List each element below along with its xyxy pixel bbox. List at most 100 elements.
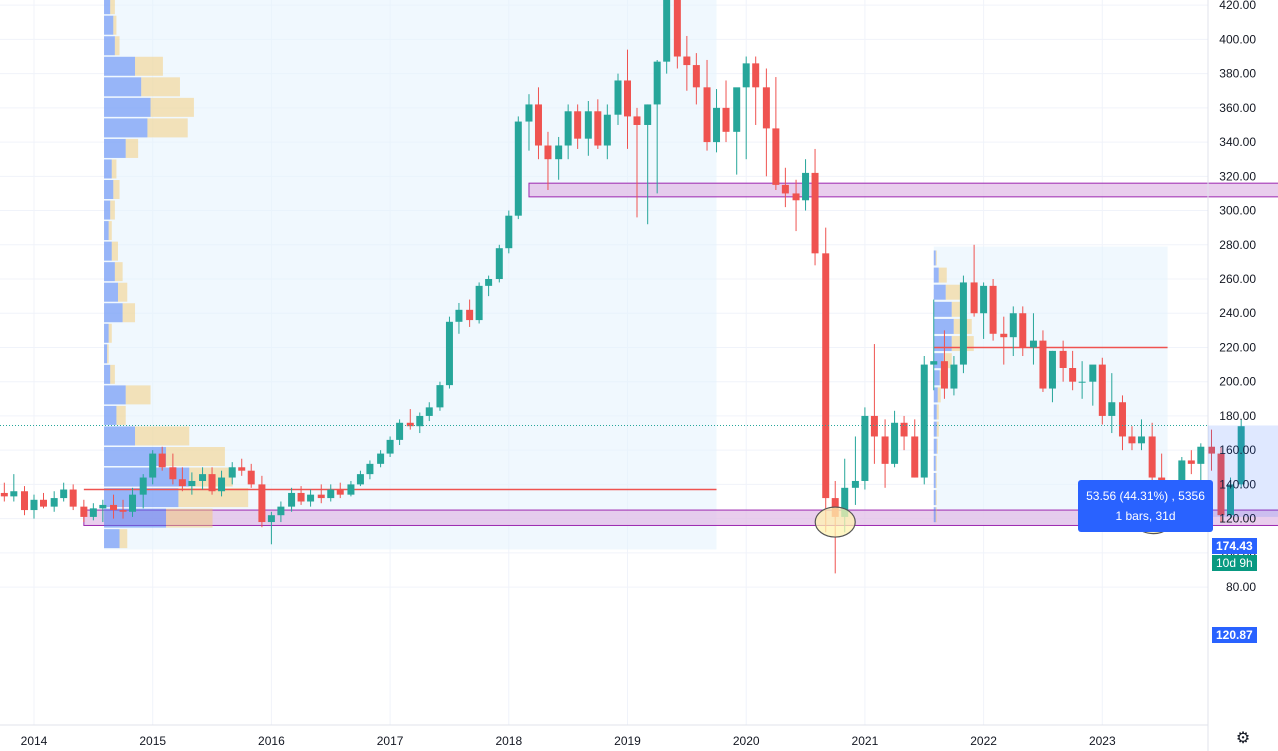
price-tick-label: 340.00 — [1219, 135, 1256, 149]
measure-bars-text: 1 bars, 31d — [1115, 509, 1176, 523]
candle-up — [288, 492, 296, 507]
volume-bar-up — [104, 508, 167, 528]
candle-down — [178, 479, 186, 487]
candle-up — [425, 407, 433, 416]
candle-up — [149, 453, 157, 478]
volume-bar-down — [935, 455, 937, 471]
candle-down — [1039, 340, 1047, 389]
candle-down — [692, 65, 700, 88]
time-axis[interactable]: 2014 2015 2016 2017 2018 2019 2020 2021 2022 2023 — [0, 724, 1278, 751]
candle-up — [396, 422, 404, 440]
volume-bar-up — [104, 0, 111, 15]
volume-profile-area — [104, 0, 717, 550]
volume-bar-up — [104, 56, 136, 76]
candle-down — [722, 107, 730, 132]
volume-bar-up — [933, 336, 952, 352]
candle-up — [841, 487, 849, 517]
time-tick-label: 2019 — [614, 734, 641, 748]
volume-bar-down — [114, 262, 123, 282]
volume-bar-up — [933, 370, 940, 386]
volume-bar-up — [933, 318, 954, 334]
volume-bar-up — [104, 241, 112, 261]
volume-bar-up — [104, 180, 114, 200]
volume-bar-up — [104, 138, 126, 158]
price-axis[interactable]: 80.00100.00120.00140.00160.00180.00200.0… — [1207, 0, 1278, 751]
bar-countdown-label: 10d 9h — [1212, 555, 1257, 571]
price-tick-label: 380.00 — [1219, 67, 1256, 81]
volume-bar-up — [104, 36, 115, 56]
candle-up — [1089, 364, 1097, 382]
candle-up — [366, 463, 374, 475]
volume-bar-down — [111, 159, 117, 179]
candle-down — [1019, 313, 1027, 348]
volume-bar-up — [104, 447, 167, 467]
price-tick-label: 240.00 — [1219, 306, 1256, 320]
volume-bar-up — [104, 426, 136, 446]
candle-down — [534, 104, 542, 146]
gear-icon[interactable]: ⚙ — [1235, 730, 1251, 747]
volume-bar-up — [933, 250, 936, 266]
volume-profile-backgrounds — [104, 0, 1168, 550]
candle-down — [238, 467, 246, 471]
price-tick-label: 180.00 — [1219, 409, 1256, 423]
candle-up — [1009, 313, 1017, 338]
volume-bar-down — [147, 118, 188, 138]
candle-up — [129, 494, 137, 512]
support-resistance-zones[interactable] — [83, 182, 1278, 526]
volume-bar-down — [135, 426, 190, 446]
volume-bar-down — [945, 284, 962, 300]
candle-up — [89, 508, 97, 517]
candle-up — [485, 279, 493, 286]
volume-bar-down — [135, 56, 163, 76]
volume-bar-down — [935, 490, 937, 506]
price-tick-label: 360.00 — [1219, 101, 1256, 115]
volume-bar-up — [104, 344, 108, 364]
highlight-ellipse[interactable] — [814, 506, 856, 538]
candle-up — [188, 480, 196, 487]
volume-bar-up — [104, 405, 117, 425]
price-tick-label: 400.00 — [1219, 32, 1256, 46]
candle-up — [980, 285, 988, 314]
volume-bar-down — [178, 488, 249, 508]
candle-down — [0, 492, 8, 497]
volume-bar-up — [104, 221, 109, 241]
candle-down — [247, 470, 255, 485]
candle-down — [911, 436, 919, 478]
candle-up — [277, 506, 285, 516]
candle-up — [891, 422, 899, 464]
candle-down — [870, 415, 878, 437]
candle-up — [445, 321, 453, 386]
candle-down — [297, 492, 305, 502]
candle-down — [633, 116, 641, 125]
candle-down — [1059, 350, 1067, 369]
horizontal-lines[interactable] — [83, 346, 1168, 491]
volume-bar-down — [125, 138, 139, 158]
candle-up — [930, 361, 938, 365]
candle-down — [258, 484, 266, 523]
candle-up — [228, 467, 236, 478]
lower-price-label: 120.87 — [1212, 627, 1257, 643]
volume-bar-up — [933, 507, 936, 523]
candle-up — [455, 309, 463, 322]
time-tick-label: 2020 — [733, 734, 760, 748]
time-tick-label: 2021 — [852, 734, 879, 748]
volume-bar-up — [104, 262, 115, 282]
price-tick-label: 320.00 — [1219, 169, 1256, 183]
price-zone-rectangle[interactable] — [528, 182, 1278, 198]
volume-bar-down — [119, 529, 128, 549]
volume-bar-up — [933, 267, 939, 283]
candle-down — [406, 422, 414, 427]
candle-up — [99, 504, 107, 509]
candle-up — [644, 104, 652, 125]
candle-up — [50, 498, 58, 507]
candle-up — [386, 439, 394, 454]
candle-down — [792, 193, 800, 201]
volume-bar-down — [111, 241, 118, 261]
candle-up — [555, 145, 563, 160]
volume-bar-up — [933, 353, 944, 369]
candle-down — [624, 80, 631, 117]
candle-up — [10, 491, 18, 497]
candle-down — [940, 361, 948, 389]
volume-bar-down — [107, 344, 109, 364]
